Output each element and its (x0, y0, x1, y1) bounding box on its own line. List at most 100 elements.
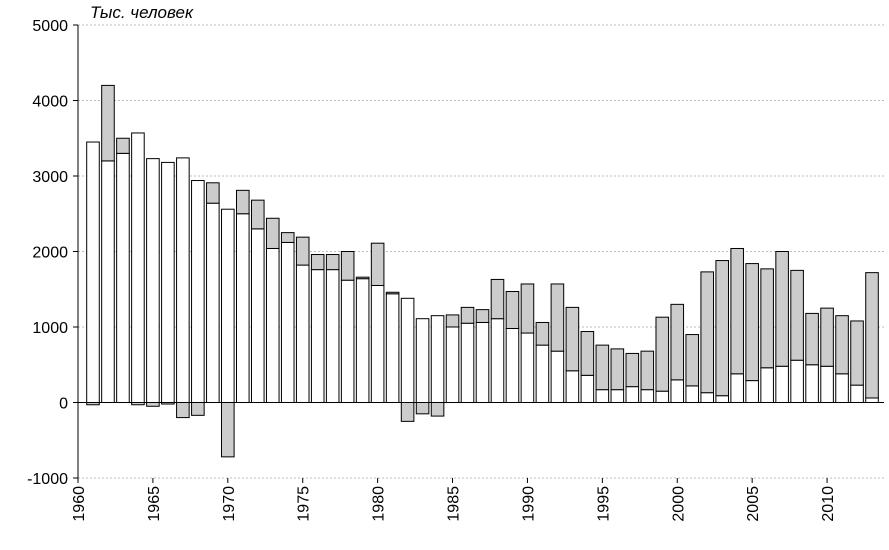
bar-1990-s1 (520, 332, 535, 404)
bar-1971-s1 (236, 213, 250, 403)
bar-1969-s2 (206, 182, 220, 204)
bar-1965-s1 (146, 158, 160, 403)
bar-1995-s1 (595, 389, 610, 404)
bar-2007-s1 (775, 365, 789, 404)
bar-2000-s2 (670, 303, 685, 381)
bar-1986-s2 (460, 306, 475, 324)
bars (86, 84, 879, 458)
x-tick-label: 1985 (446, 486, 463, 522)
bar-1961-s1 (86, 141, 100, 403)
y-axis-label: Тыс. человек (90, 3, 194, 22)
bar-2002-s1 (700, 392, 715, 403)
bar-1991-s2 (535, 321, 550, 346)
bar-2003-s2 (715, 260, 729, 397)
bar-1972-s1 (250, 228, 265, 403)
bar-1989-s2 (505, 291, 520, 330)
bar-1973-s2 (265, 217, 280, 249)
bar-1966-s1 (161, 161, 175, 403)
bar-1979-s1 (355, 278, 370, 403)
bar-1980-s1 (370, 284, 385, 404)
bar-1985-s1 (445, 326, 460, 403)
bar-1994-s2 (580, 331, 595, 376)
bar-1982-s2 (400, 402, 415, 422)
bar-2001-s1 (685, 385, 700, 404)
bar-1993-s2 (565, 306, 580, 372)
bar-1978-s1 (340, 279, 355, 403)
bar-2005-s2 (745, 263, 759, 382)
bar-1999-s2 (655, 316, 670, 392)
bar-1965-s2 (146, 402, 160, 407)
bar-1987-s2 (475, 309, 490, 323)
y-tick-label: 0 (59, 396, 68, 413)
bar-2004-s1 (730, 373, 744, 403)
bar-2006-s1 (760, 367, 774, 403)
bar-1988-s1 (490, 318, 505, 404)
bar-1968-s2 (191, 402, 205, 416)
x-tick-label: 2005 (745, 486, 762, 522)
bar-1987-s1 (475, 321, 490, 403)
bar-1997-s1 (625, 386, 640, 403)
bar-1980-s2 (370, 242, 385, 286)
bar-1985-s2 (445, 314, 460, 328)
bar-2009-s2 (805, 312, 819, 366)
bar-1963-s1 (116, 152, 130, 403)
y-tick-label: 3000 (32, 169, 68, 186)
bar-1994-s1 (580, 374, 595, 404)
bar-2011-s1 (835, 373, 849, 403)
bar-1963-s2 (116, 137, 130, 154)
bar-1983-s2 (415, 402, 430, 415)
bar-1971-s2 (236, 189, 250, 215)
bar-1973-s1 (265, 247, 280, 403)
bar-1992-s2 (550, 283, 565, 352)
bar-2011-s2 (835, 315, 849, 375)
bar-2008-s1 (790, 359, 804, 403)
bar-2010-s1 (820, 365, 834, 404)
bar-2006-s2 (760, 268, 774, 369)
bar-2010-s2 (820, 307, 834, 367)
bar-2009-s1 (805, 364, 819, 403)
bar-2005-s1 (745, 380, 759, 404)
x-tick-label: 1990 (520, 486, 537, 522)
bar-1984-s1 (430, 315, 445, 403)
bar-1976-s2 (310, 254, 325, 271)
bar-2013-s2 (865, 272, 879, 399)
y-tick-label: 4000 (32, 94, 68, 111)
bar-1964-s1 (131, 132, 145, 403)
bar-1981-s1 (385, 293, 400, 403)
bar-2012-s2 (850, 320, 864, 386)
bar-2002-s2 (700, 271, 715, 394)
bar-1992-s1 (550, 350, 565, 404)
bar-2001-s2 (685, 334, 700, 387)
bar-1979-s2 (355, 276, 370, 280)
x-tick-label: 1980 (371, 486, 388, 522)
bar-2008-s2 (790, 269, 804, 361)
x-tick-label: 1975 (296, 486, 313, 522)
y-tick-label: 2000 (32, 245, 68, 262)
bar-1972-s2 (250, 199, 265, 230)
bar-1976-s1 (310, 269, 325, 403)
bar-1969-s1 (206, 202, 220, 403)
bar-2003-s1 (715, 395, 729, 403)
y-tick-label: -1000 (27, 471, 68, 488)
bar-1991-s1 (535, 344, 550, 403)
bar-1967-s1 (176, 157, 190, 403)
bar-1962-s1 (101, 160, 115, 403)
bar-1975-s2 (295, 236, 310, 266)
x-tick-label: 1960 (71, 486, 88, 522)
bar-1984-s2 (430, 402, 445, 417)
bar-1970-s1 (221, 208, 235, 403)
y-tick-labels: -1000 0 1000 2000 3000 4000 5000 (27, 18, 78, 488)
bar-1978-s2 (340, 251, 355, 281)
bar-1982-s1 (400, 297, 415, 403)
bar-1981-s2 (385, 291, 400, 295)
bar-1989-s1 (505, 328, 520, 404)
y-tick-label: 5000 (32, 18, 68, 35)
bar-2000-s1 (670, 379, 685, 404)
bar-1998-s1 (640, 389, 655, 404)
bar-1974-s1 (280, 241, 295, 403)
bar-1999-s1 (655, 390, 670, 403)
bar-1996-s1 (610, 389, 625, 404)
bar-1977-s1 (325, 269, 340, 403)
bar-1997-s2 (625, 352, 640, 388)
